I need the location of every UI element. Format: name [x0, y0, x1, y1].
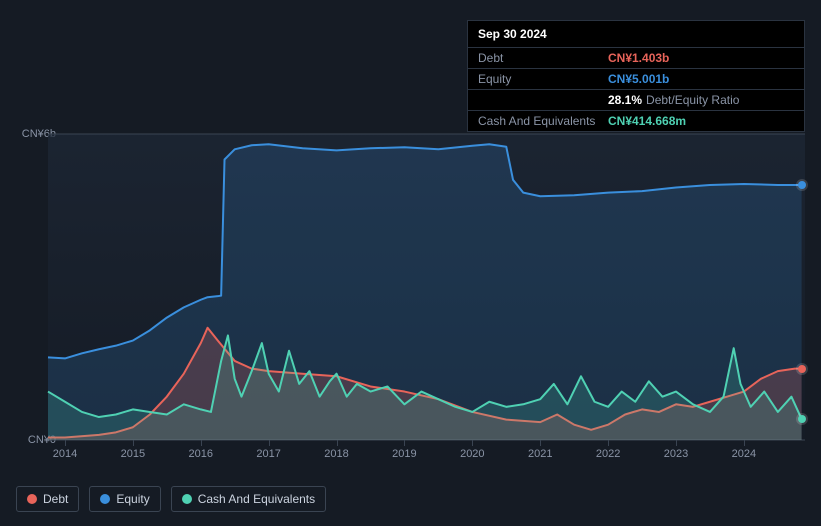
x-axis-label: 2022 [596, 448, 620, 460]
legend: Debt Equity Cash And Equivalents [16, 486, 326, 512]
series-end-marker [798, 181, 806, 189]
series-end-marker [798, 365, 806, 373]
legend-dot-icon [182, 494, 192, 504]
x-tick-mark [540, 440, 541, 446]
tooltip-row-value: 28.1%Debt/Equity Ratio [608, 93, 739, 107]
tooltip-row-value: CN¥1.403b [608, 51, 669, 65]
x-tick-mark [201, 440, 202, 446]
x-axis-label: 2017 [256, 448, 280, 460]
tooltip-row-label: Debt [478, 51, 608, 65]
tooltip-row-label [478, 93, 608, 107]
x-axis-label: 2023 [664, 448, 688, 460]
x-tick-mark [404, 440, 405, 446]
x-axis-label: 2019 [392, 448, 416, 460]
x-tick-mark [472, 440, 473, 446]
x-tick-mark [133, 440, 134, 446]
legend-label: Equity [116, 492, 149, 506]
x-axis-label: 2021 [528, 448, 552, 460]
x-axis-label: 2018 [324, 448, 348, 460]
tooltip-row: EquityCN¥5.001b [468, 69, 804, 90]
chart-area: CN¥6bCN¥0 201420152016201720182019202020… [16, 120, 805, 470]
chart-tooltip: Sep 30 2024 DebtCN¥1.403bEquityCN¥5.001b… [467, 20, 805, 132]
tooltip-row-value: CN¥5.001b [608, 72, 669, 86]
legend-dot-icon [100, 494, 110, 504]
legend-item[interactable]: Equity [89, 486, 160, 512]
x-axis-label: 2014 [53, 448, 77, 460]
tooltip-row-extra: Debt/Equity Ratio [646, 93, 739, 107]
tooltip-row-label: Equity [478, 72, 608, 86]
tooltip-date: Sep 30 2024 [468, 21, 804, 48]
legend-label: Cash And Equivalents [198, 492, 315, 506]
legend-label: Debt [43, 492, 68, 506]
x-axis-label: 2020 [460, 448, 484, 460]
legend-item[interactable]: Cash And Equivalents [171, 486, 326, 512]
x-tick-mark [65, 440, 66, 446]
x-axis: 2014 2015 2016 2017 2018 2019 2020 2021 2022 2023… [48, 448, 805, 466]
series-end-marker [798, 415, 806, 423]
x-tick-mark [744, 440, 745, 446]
x-tick-mark [608, 440, 609, 446]
x-tick-mark [676, 440, 677, 446]
x-axis-label: 2016 [189, 448, 213, 460]
tooltip-row: 28.1%Debt/Equity Ratio [468, 90, 804, 111]
x-tick-mark [337, 440, 338, 446]
tooltip-row: DebtCN¥1.403b [468, 48, 804, 69]
x-axis-label: 2024 [732, 448, 756, 460]
chart-container: Sep 30 2024 DebtCN¥1.403bEquityCN¥5.001b… [0, 0, 821, 526]
x-tick-mark [269, 440, 270, 446]
plot-area[interactable] [48, 134, 805, 440]
x-axis-label: 2015 [121, 448, 145, 460]
legend-dot-icon [27, 494, 37, 504]
legend-item[interactable]: Debt [16, 486, 79, 512]
